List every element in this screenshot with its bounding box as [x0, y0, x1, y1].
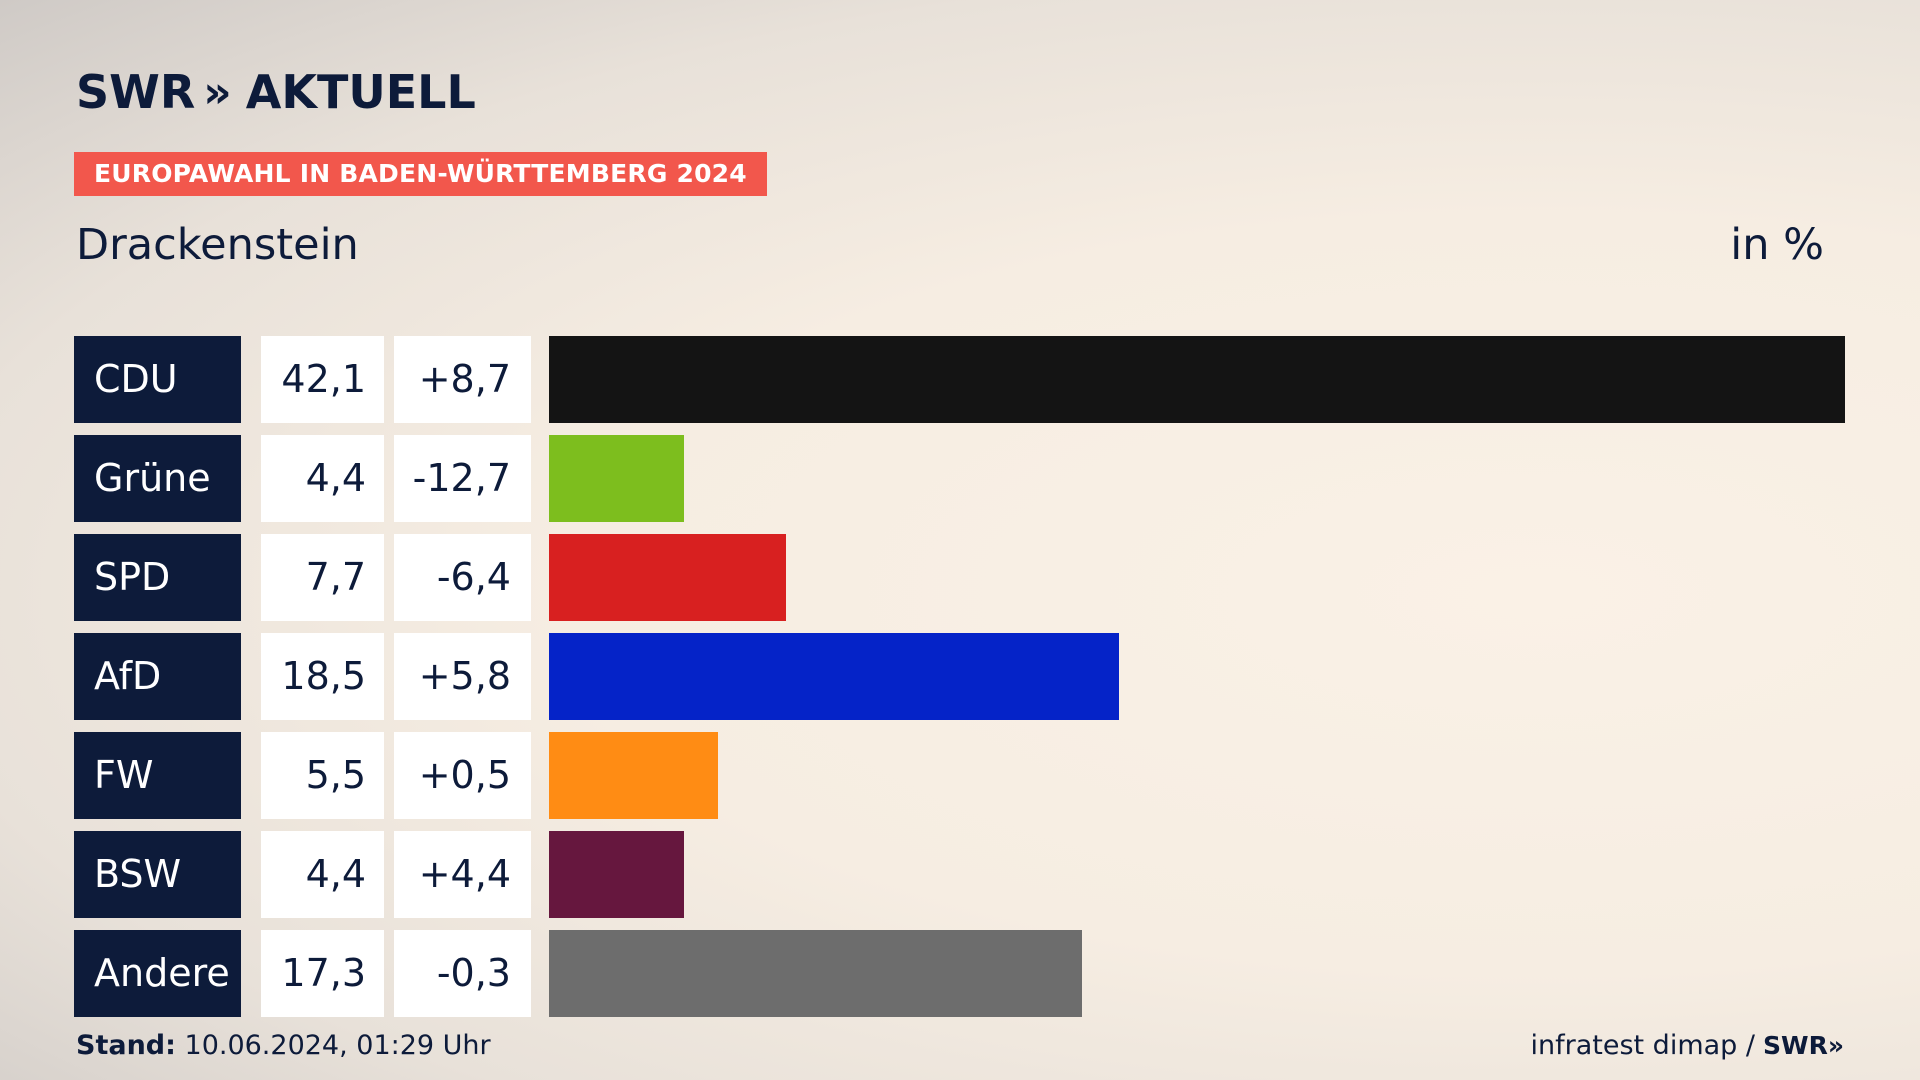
source-credit: infratest dimap / SWR» — [1530, 1030, 1844, 1061]
result-bar — [549, 831, 684, 918]
result-bar — [549, 435, 684, 522]
election-banner: EUROPAWAHL IN BADEN-WÜRTTEMBERG 2024 — [74, 152, 767, 196]
party-label: SPD — [74, 534, 241, 621]
change-label: +0,5 — [394, 732, 531, 819]
party-label: AfD — [74, 633, 241, 720]
vote-share-label: 17,3 — [261, 930, 384, 1017]
vote-share-label: 18,5 — [261, 633, 384, 720]
change-label: +8,7 — [394, 336, 531, 423]
result-bar — [549, 633, 1119, 720]
swr-aktuell-logo: SWR » AKTUELL — [76, 65, 476, 119]
stand-value: 10.06.2024, 01:29 Uhr — [184, 1030, 491, 1061]
change-label: -12,7 — [394, 435, 531, 522]
logo-chevron-icon: » — [203, 66, 232, 118]
place-title: Drackenstein — [76, 220, 359, 270]
party-label: BSW — [74, 831, 241, 918]
result-bar — [549, 336, 1845, 423]
change-label: -0,3 — [394, 930, 531, 1017]
change-label: +4,4 — [394, 831, 531, 918]
vote-share-label: 42,1 — [261, 336, 384, 423]
party-label: FW — [74, 732, 241, 819]
vote-share-label: 5,5 — [261, 732, 384, 819]
change-label: +5,8 — [394, 633, 531, 720]
party-label: Andere — [74, 930, 241, 1017]
timestamp: Stand: 10.06.2024, 01:29 Uhr — [76, 1030, 491, 1061]
logo-swr-text: SWR — [76, 65, 196, 119]
party-label: CDU — [74, 336, 241, 423]
result-bar — [549, 930, 1082, 1017]
change-label: -6,4 — [394, 534, 531, 621]
vote-share-label: 4,4 — [261, 435, 384, 522]
swr-brand-small: SWR» — [1763, 1031, 1844, 1060]
result-bar — [549, 534, 786, 621]
source-text: infratest dimap / — [1530, 1030, 1755, 1061]
unit-label: in % — [1730, 220, 1824, 270]
vote-share-label: 7,7 — [261, 534, 384, 621]
brand-text: SWR — [1763, 1031, 1828, 1060]
stand-label: Stand: — [76, 1030, 176, 1061]
result-bar — [549, 732, 718, 819]
vote-share-label: 4,4 — [261, 831, 384, 918]
logo-aktuell-text: AKTUELL — [245, 65, 476, 119]
brand-chevron-icon: » — [1827, 1031, 1844, 1060]
party-label: Grüne — [74, 435, 241, 522]
